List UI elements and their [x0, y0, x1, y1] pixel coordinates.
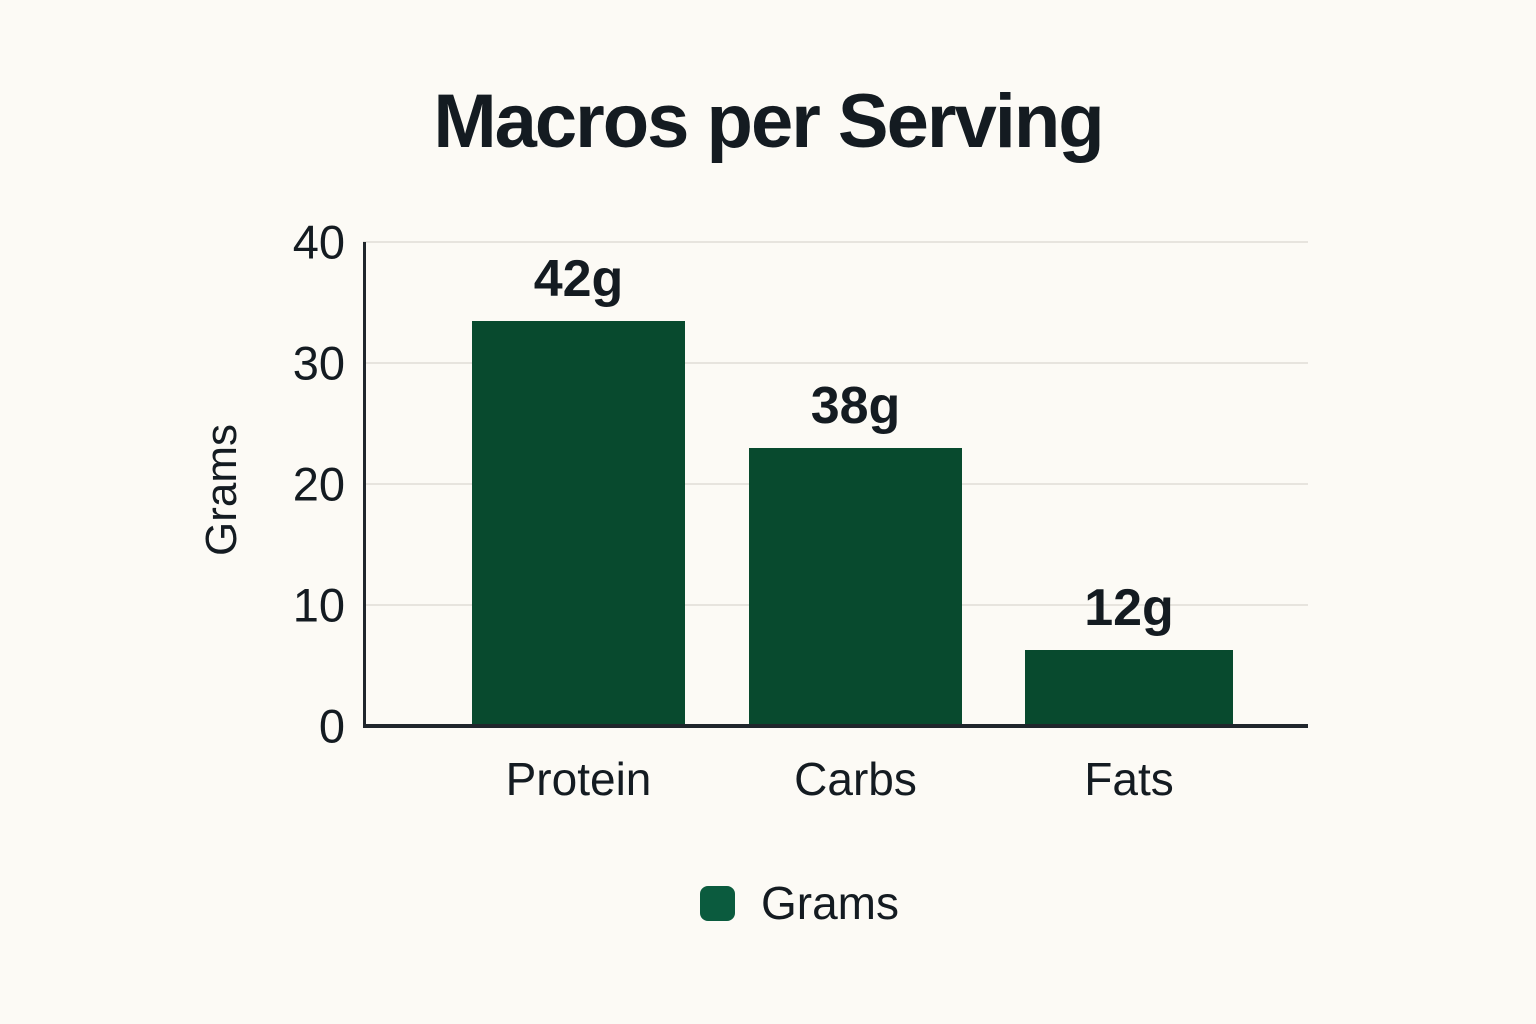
y-tick-label-10: 10	[292, 578, 345, 632]
bar-value-label-protein: 42g	[533, 249, 624, 308]
gridline-30	[363, 362, 1308, 364]
gridline-40	[363, 241, 1308, 243]
legend-label: Grams	[761, 877, 899, 929]
y-tick-label-0: 0	[318, 699, 345, 753]
bar-value-label-carbs: 38g	[810, 376, 901, 435]
x-tick-label-fats: Fats	[1084, 753, 1174, 805]
legend: Grams	[700, 876, 899, 930]
x-tick-label-carbs: Carbs	[794, 753, 917, 805]
y-tick-label-40: 40	[292, 215, 345, 269]
y-tick-label-30: 30	[292, 336, 345, 390]
y-axis-line	[363, 242, 366, 726]
x-tick-label-protein: Protein	[505, 753, 652, 805]
bar-carbs	[749, 447, 962, 724]
bar-protein	[472, 320, 685, 724]
chart-title: Macros per Serving	[433, 79, 1104, 164]
bar-fats	[1025, 649, 1233, 724]
legend-swatch-icon	[700, 885, 735, 921]
x-axis-line	[363, 724, 1308, 728]
y-tick-label-20: 20	[292, 457, 345, 511]
bar-value-label-fats: 12g	[1084, 578, 1174, 637]
